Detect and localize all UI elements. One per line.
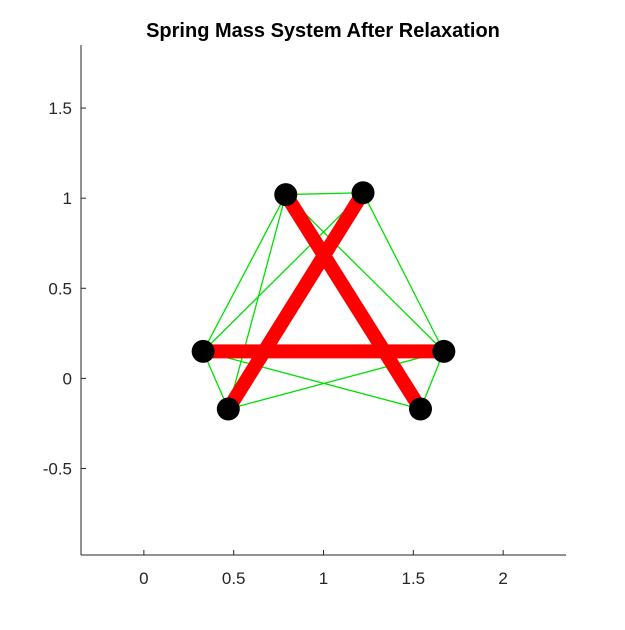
mass-4	[216, 397, 240, 421]
y-tick-label: 0	[63, 369, 72, 388]
thick-springs	[203, 189, 444, 413]
x-tick-label: 2	[498, 569, 507, 588]
mass-5	[409, 397, 432, 421]
x-tick-label: 0.5	[222, 569, 246, 588]
x-tick-label: 1	[319, 569, 328, 588]
thin-spring-10	[202, 192, 364, 352]
mass-1	[351, 181, 375, 205]
thin-spring-1	[202, 194, 287, 352]
y-tick-label: 0.5	[48, 279, 72, 298]
thin-spring-4	[362, 192, 445, 352]
thin-spring-7	[228, 350, 445, 410]
thin-spring-2	[285, 194, 445, 352]
y-tick-label: -0.5	[43, 459, 72, 478]
thin-spring-9	[227, 194, 287, 410]
thin-spring-0	[285, 192, 364, 196]
x-tick-label: 0	[139, 569, 148, 588]
mass-0	[274, 183, 298, 207]
thick-spring-1	[222, 189, 369, 413]
x-tick-label: 1.5	[401, 569, 425, 588]
mass-3	[432, 339, 456, 363]
axes: 0 0.5 1 1.5 2 -0.5 0 0.5 1 1.5	[43, 45, 566, 588]
y-tick-label: 1	[63, 189, 72, 208]
mass-2	[191, 339, 215, 363]
chart-title: Spring Mass System After Relaxation	[146, 20, 500, 42]
thin-spring-6	[202, 350, 421, 410]
masses	[191, 181, 456, 421]
thick-spring-0	[279, 190, 427, 413]
y-tick-label: 1.5	[48, 99, 72, 118]
